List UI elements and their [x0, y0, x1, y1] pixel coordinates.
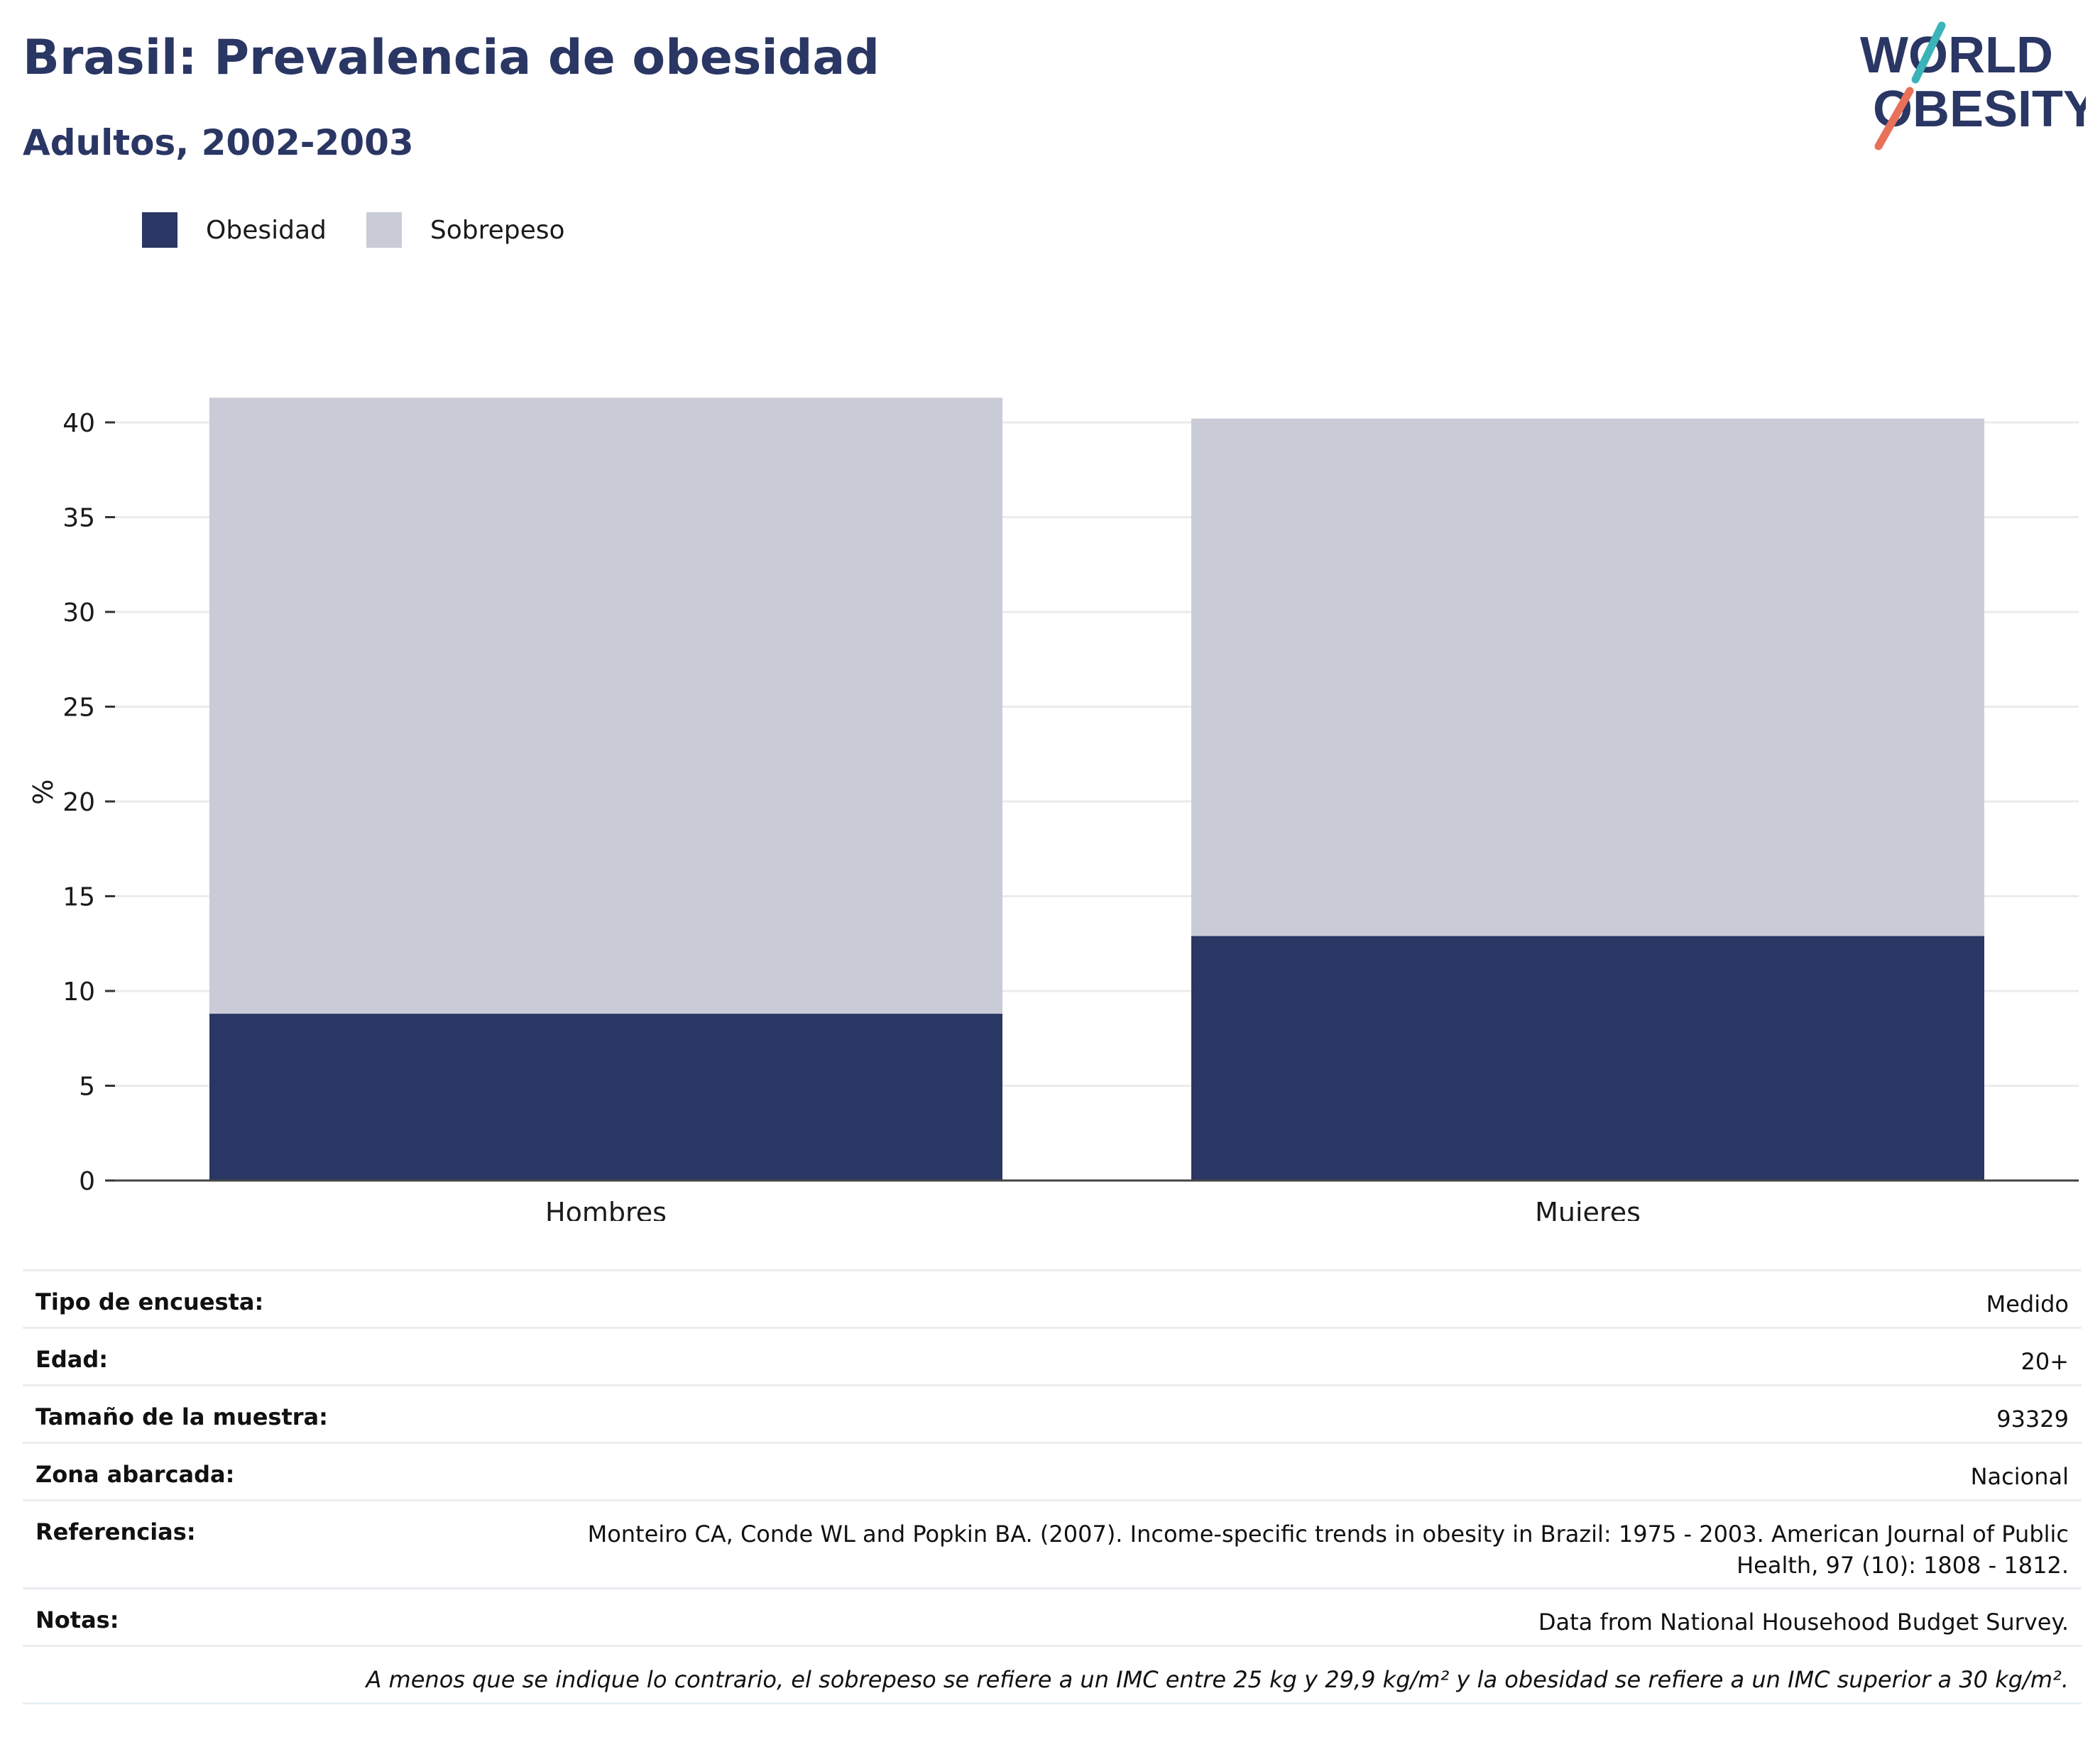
footnote-text: A menos que se indique lo contrario, el … [23, 1645, 2082, 1704]
y-tick-label: 30 [62, 598, 95, 628]
y-tick-label: 15 [62, 883, 95, 912]
y-tick-label: 40 [62, 409, 95, 438]
logo-line-1: WORLD [1860, 27, 2053, 84]
legend-label-obesidad: Obesidad [206, 215, 327, 245]
y-tick-label: 10 [62, 977, 95, 1007]
world-obesity-logo: WORLD OBESITY [1860, 21, 2086, 150]
legend-label-sobrepeso: Sobrepeso [430, 215, 565, 245]
page-subtitle: Adultos, 2002-2003 [23, 122, 414, 163]
info-row-referencias: Referencias: Monteiro CA, Conde WL and P… [23, 1499, 2082, 1589]
info-key: Edad: [23, 1327, 520, 1386]
info-key: Referencias: [23, 1499, 520, 1589]
bar-sobrepeso-hombres [209, 398, 1002, 1014]
info-value: Nacional [520, 1442, 2082, 1501]
stacked-bar-chart: 0 5 10 15 20 25 30 35 40% Hombres Mujeres [28, 398, 2079, 1221]
info-row-notas: Notas: Data from National Househood Budg… [23, 1587, 2082, 1646]
y-axis-label: % [28, 779, 59, 805]
info-row-footnote: A menos que se indique lo contrario, el … [23, 1645, 2082, 1704]
logo-teal-stroke [1911, 21, 1946, 84]
bar-obesidad-hombres [209, 1014, 1002, 1181]
legend-item-obesidad[interactable]: Obesidad [142, 212, 327, 248]
legend-swatch-sobrepeso [366, 212, 402, 248]
chart-legend: Obesidad Sobrepeso [142, 212, 605, 248]
info-row-muestra: Tamaño de la muestra: 93329 [23, 1384, 2082, 1443]
info-key: Zona abarcada: [23, 1442, 520, 1501]
info-value: 20+ [520, 1327, 2082, 1386]
y-tick-label: 5 [79, 1073, 95, 1102]
info-value: Data from National Househood Budget Surv… [520, 1587, 2082, 1646]
y-tick-label: 20 [62, 788, 95, 817]
y-tick-label: 0 [79, 1167, 95, 1196]
y-tick-label: 35 [62, 504, 95, 533]
x-tick-label: Mujeres [1535, 1197, 1641, 1221]
info-key: Tipo de encuesta: [23, 1269, 520, 1328]
legend-swatch-obesidad [142, 212, 177, 248]
y-tick-label: 25 [62, 694, 95, 723]
info-key: Notas: [23, 1587, 520, 1646]
survey-info-table: Tipo de encuesta: Medido Edad: 20+ Tamañ… [23, 1269, 2082, 1704]
legend-item-sobrepeso[interactable]: Sobrepeso [366, 212, 565, 248]
info-row-tipo: Tipo de encuesta: Medido [23, 1269, 2082, 1328]
logo-coral-stroke [1874, 87, 1914, 150]
info-key: Tamaño de la muestra: [23, 1384, 520, 1443]
page-title: Brasil: Prevalencia de obesidad [23, 30, 880, 86]
info-value: 93329 [520, 1384, 2082, 1443]
bar-obesidad-mujeres [1191, 936, 1984, 1181]
info-row-edad: Edad: 20+ [23, 1327, 2082, 1386]
x-tick-label: Hombres [545, 1197, 667, 1221]
info-value: Monteiro CA, Conde WL and Popkin BA. (20… [520, 1499, 2082, 1589]
info-row-zona: Zona abarcada: Nacional [23, 1442, 2082, 1501]
bar-sobrepeso-mujeres [1191, 418, 1984, 936]
info-value: Medido [520, 1269, 2082, 1328]
logo-line-2: OBESITY [1873, 81, 2086, 138]
